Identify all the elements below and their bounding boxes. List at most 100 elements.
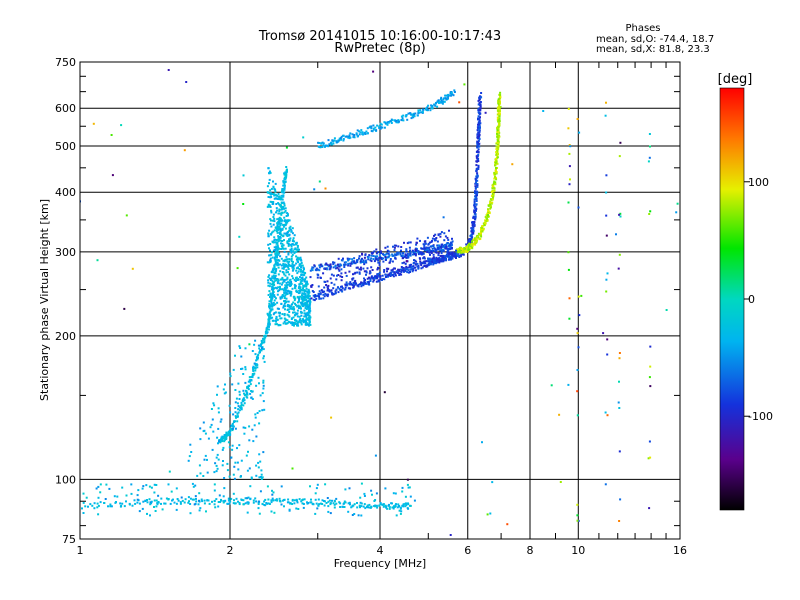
echo-point: [477, 111, 480, 114]
echo-point: [415, 249, 418, 251]
echo-point: [282, 305, 285, 308]
echo-point: [251, 398, 254, 400]
echo-point: [146, 512, 148, 515]
echo-point: [349, 283, 352, 286]
echo-point: [359, 131, 362, 134]
echo-point: [375, 280, 378, 283]
echo-point: [382, 260, 385, 263]
echo-point: [267, 204, 270, 207]
echo-point: [240, 403, 243, 406]
echo-point: [287, 262, 290, 265]
echo-point: [301, 276, 304, 279]
echo-point: [432, 259, 435, 262]
echo-point: [272, 249, 275, 252]
echo-point: [268, 307, 271, 310]
echo-point: [497, 106, 500, 109]
echo-point: [234, 415, 237, 418]
echo-point: [198, 499, 200, 502]
echo-point: [319, 502, 322, 505]
echo-point: [469, 241, 472, 244]
echo-point: [238, 409, 241, 412]
echo-point: [304, 314, 307, 316]
echo-point: [280, 302, 283, 305]
echo-point: [268, 172, 271, 175]
echo-point: [297, 324, 300, 327]
echo-point: [216, 453, 219, 456]
echo-point: [304, 298, 307, 301]
echo-point: [478, 127, 481, 130]
echo-point: [293, 234, 296, 237]
echo-point: [433, 234, 435, 237]
echo-point: [348, 257, 351, 260]
echo-point: [409, 249, 411, 252]
echo-point: [398, 120, 400, 123]
echo-point: [619, 498, 622, 501]
echo-point: [285, 234, 288, 237]
echo-point: [434, 102, 437, 105]
echo-point: [618, 380, 620, 383]
echo-point: [189, 497, 192, 500]
echo-point: [489, 198, 492, 201]
echo-point: [302, 284, 305, 287]
echo-point: [475, 175, 478, 178]
echo-point: [219, 439, 222, 442]
echo-point: [337, 274, 340, 276]
echo-point: [188, 500, 190, 503]
echo-point: [478, 133, 481, 136]
echo-point: [260, 349, 263, 352]
echo-point: [286, 319, 289, 322]
echo-point: [278, 210, 281, 213]
echo-point: [477, 103, 480, 106]
echo-point: [480, 92, 483, 94]
echo-point: [412, 267, 415, 270]
echo-point: [360, 268, 362, 271]
echo-point: [293, 240, 296, 243]
echo-point: [423, 257, 426, 260]
echo-point: [136, 501, 139, 504]
echo-point: [403, 270, 406, 273]
echo-point: [292, 316, 295, 319]
echo-point: [288, 273, 291, 276]
echo-point: [149, 501, 152, 504]
echo-point: [433, 238, 436, 241]
stats-header: Phases: [625, 23, 660, 34]
echo-point: [303, 272, 306, 274]
echo-point: [434, 261, 437, 264]
echo-point: [372, 279, 375, 282]
echo-point: [378, 256, 381, 259]
echo-point: [267, 203, 270, 206]
echo-point: [269, 189, 272, 192]
echo-point: [438, 100, 441, 103]
echo-point: [394, 257, 397, 260]
colorbar-tick-label: 0: [748, 293, 755, 306]
echo-point: [542, 110, 545, 112]
echo-point: [300, 307, 302, 310]
echo-point: [274, 262, 277, 265]
echo-point: [405, 114, 408, 117]
echo-point: [428, 257, 431, 260]
echo-point: [269, 259, 272, 262]
echo-point: [470, 233, 473, 236]
echo-point: [138, 502, 141, 505]
echo-point: [467, 247, 470, 250]
echo-point: [222, 437, 225, 440]
echo-point: [435, 256, 438, 259]
echo-point: [568, 297, 571, 300]
echo-point: [270, 298, 273, 301]
echo-point: [496, 128, 499, 131]
echo-point: [494, 175, 496, 178]
echo-point: [288, 508, 291, 511]
echo-point: [410, 117, 413, 120]
echo-point: [618, 213, 621, 216]
echo-point: [276, 254, 279, 257]
echo-point: [313, 264, 316, 267]
echo-point: [240, 355, 243, 358]
echo-point: [296, 279, 299, 281]
echo-point: [318, 503, 321, 506]
echo-point: [170, 490, 173, 493]
echo-point: [148, 498, 151, 501]
echo-point: [272, 223, 275, 226]
echo-point: [270, 300, 273, 303]
echo-point: [281, 313, 284, 316]
echo-point: [381, 126, 384, 129]
